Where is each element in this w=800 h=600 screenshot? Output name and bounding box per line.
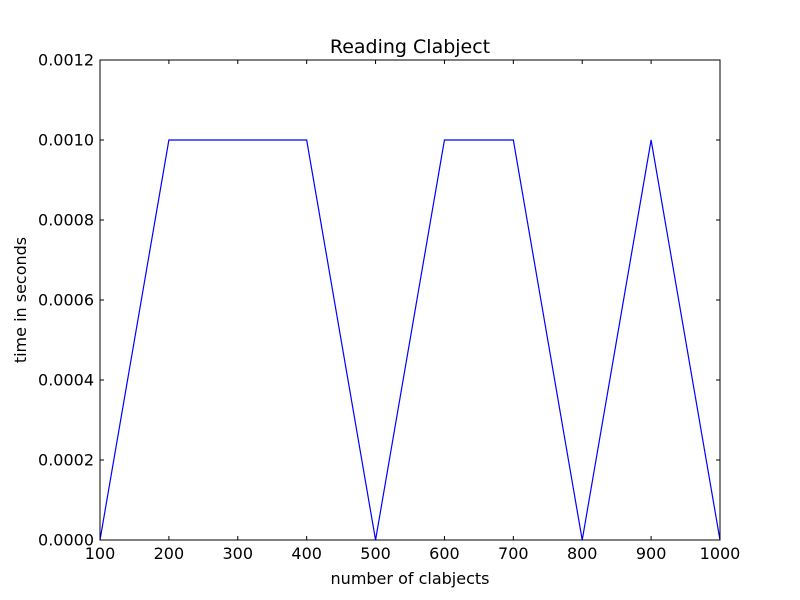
y-tick-label: 0.0002 [38, 451, 94, 470]
x-tick-label: 200 [154, 544, 185, 563]
x-tick-label: 800 [567, 544, 598, 563]
x-tick-label: 700 [498, 544, 529, 563]
series-line [99, 139, 721, 541]
y-tick-label: 0.0008 [38, 211, 94, 230]
x-tick-label: 900 [636, 544, 667, 563]
chart-title: Reading Clabject [330, 36, 490, 58]
series-layer [99, 139, 721, 541]
y-tick-label: 0.0010 [38, 131, 94, 150]
x-tick-label: 100 [85, 544, 116, 563]
y-axis-title: time in seconds [11, 237, 30, 363]
ticks-layer: 100 200 300 400 500 600 700 800 900 1000 0.0000 0.0… [38, 51, 740, 564]
x-axis-title: number of clabjects [331, 569, 490, 588]
y-tick-label: 0.0006 [38, 291, 94, 310]
x-tick-label: 1000 [700, 544, 741, 563]
x-tick-label: 300 [223, 544, 254, 563]
plot-frame [99, 59, 721, 541]
y-tick-label: 0.0012 [38, 51, 94, 70]
y-tick-label: 0.0000 [38, 531, 94, 550]
y-tick-label: 0.0004 [38, 371, 94, 390]
x-tick-label: 400 [291, 544, 322, 563]
x-tick-label: 600 [429, 544, 460, 563]
x-tick-label: 500 [360, 544, 391, 563]
